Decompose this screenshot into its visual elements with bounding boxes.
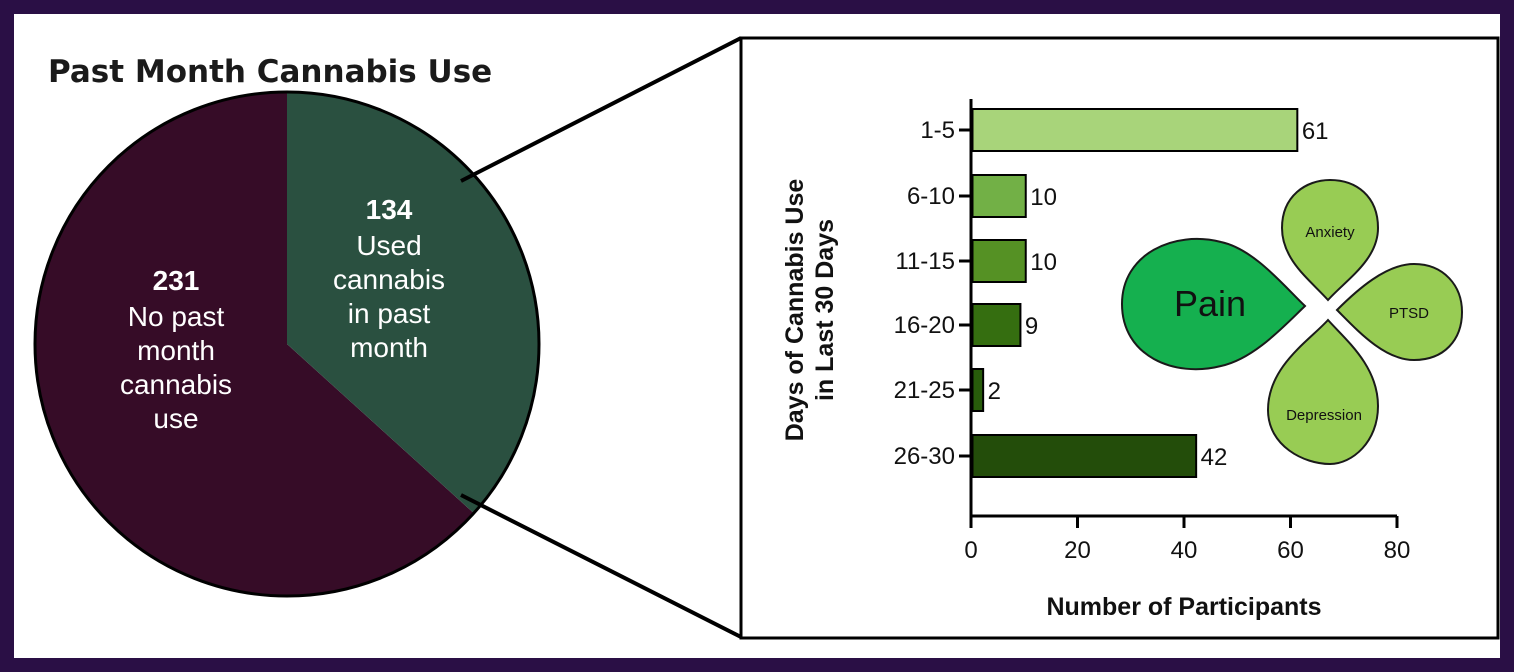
depression-petal xyxy=(1266,318,1380,466)
bar-26-30 xyxy=(971,434,1198,478)
pie-category-label-line: cannabis xyxy=(333,264,445,295)
y-tick-label: 1-5 xyxy=(920,117,955,144)
pie-category-label-line: month xyxy=(137,335,215,366)
x-tick-label: 80 xyxy=(1384,537,1411,564)
y-tick-label: 11-15 xyxy=(895,248,955,275)
y-tick-label: 26-30 xyxy=(894,443,955,470)
bar-16-20 xyxy=(971,303,1022,347)
bar-6-10 xyxy=(971,174,1027,218)
pie-category-label-line: No past xyxy=(128,301,225,332)
pain-label: Pain xyxy=(1174,283,1246,324)
pie-slice-used-past-month xyxy=(287,92,540,514)
bar-value-label: 42 xyxy=(1201,444,1228,471)
pie-value-label-no-past-month-use: 231 xyxy=(153,265,200,296)
bar-value-label: 9 xyxy=(1025,313,1038,340)
conditions-flower-icon: Pain Anxiety PTSD Depression xyxy=(1120,178,1464,466)
figure-panel: Past Month Cannabis Use 231 No past month c… xyxy=(14,14,1500,658)
bar-21-25 xyxy=(971,368,985,412)
anxiety-petal xyxy=(1280,178,1380,302)
pie-category-label-line: use xyxy=(153,403,198,434)
zoom-connector-bottom xyxy=(460,493,742,639)
pie-category-label-line: Used xyxy=(356,230,421,261)
pie-category-label-line: month xyxy=(350,332,428,363)
ptsd-label: PTSD xyxy=(1389,305,1429,322)
pie-category-label-line: cannabis xyxy=(120,369,232,400)
pie-value-label-used-past-month: 134 xyxy=(366,194,413,225)
x-tick-label: 0 xyxy=(964,537,977,564)
bar-value-label: 61 xyxy=(1302,118,1329,145)
x-tick-label: 20 xyxy=(1064,537,1091,564)
pie-category-label-line: in past xyxy=(348,298,431,329)
y-axis-title: Days of Cannabis Usein Last 30 Days xyxy=(781,179,839,442)
bar-11-15 xyxy=(971,239,1027,283)
zoom-connector-top xyxy=(460,36,742,183)
y-tick-label: 21-25 xyxy=(894,377,955,404)
x-tick-label: 40 xyxy=(1171,537,1198,564)
y-tick-label: 16-20 xyxy=(894,312,955,339)
bar-value-label: 2 xyxy=(988,378,1001,405)
bar-value-label: 10 xyxy=(1030,249,1057,276)
anxiety-label: Anxiety xyxy=(1305,224,1355,241)
bar-value-label: 10 xyxy=(1030,184,1057,211)
pie-outline xyxy=(33,90,541,598)
pie-slice-no-past-month-use xyxy=(35,92,474,596)
bar-chart: 1-5 61 6-10 10 11-15 10 16-20 9 21-25 2 26-30 42 0 20… xyxy=(781,99,1410,621)
chart-title: Past Month Cannabis Use xyxy=(48,54,492,90)
ptsd-petal xyxy=(1335,262,1464,362)
pain-petal xyxy=(1120,237,1307,371)
x-tick-label: 60 xyxy=(1277,537,1304,564)
x-axis-title: Number of Participants xyxy=(1046,593,1321,621)
bar-1-5 xyxy=(971,108,1299,152)
depression-label: Depression xyxy=(1286,407,1362,424)
y-tick-label: 6-10 xyxy=(907,183,955,210)
